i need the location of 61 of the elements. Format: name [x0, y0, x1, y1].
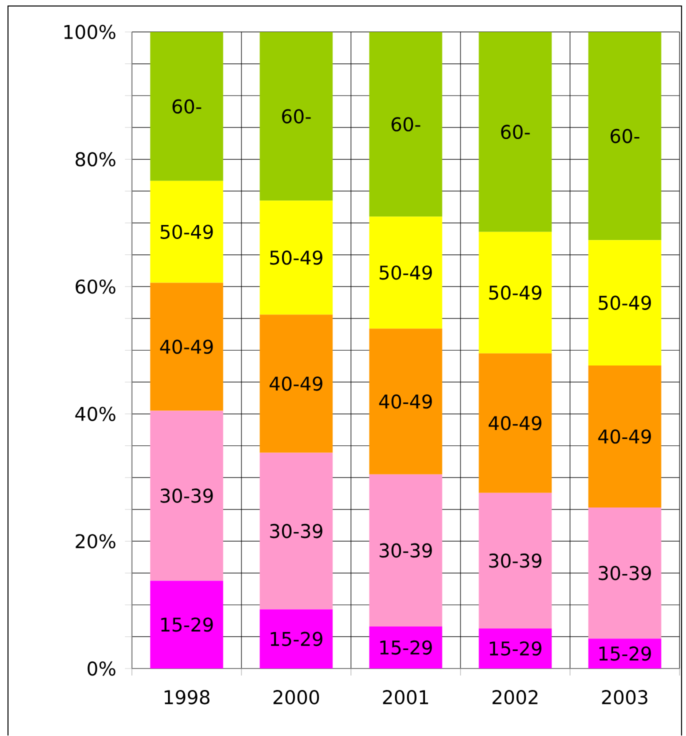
- text: 15-29: [271, 632, 323, 646]
- bar: [479, 353, 552, 493]
- bar: [479, 628, 552, 669]
- text: 30-39: [598, 566, 652, 580]
- bar: [260, 32, 333, 201]
- y-tick-label: 80%: [76, 152, 116, 166]
- x-tick-label: 2001: [383, 690, 428, 704]
- bar: [588, 32, 662, 240]
- bar: [588, 366, 662, 508]
- bar: [260, 314, 333, 453]
- bar: [588, 638, 662, 669]
- bar: [588, 240, 662, 366]
- bar: [588, 507, 662, 639]
- text: 15-29: [490, 641, 542, 656]
- series-label: 40-49: [270, 376, 323, 391]
- y-tick-label: 100%: [64, 24, 116, 40]
- text: 30-39: [270, 524, 323, 538]
- bar: [479, 232, 552, 354]
- bar: [369, 216, 442, 329]
- text: 15-29: [380, 640, 432, 655]
- text: 60-: [610, 128, 640, 144]
- x-tick-label: 2000: [274, 690, 320, 704]
- bar: [150, 580, 224, 669]
- bar: [369, 32, 442, 217]
- text: 30-39: [489, 553, 542, 568]
- bar: [369, 474, 442, 627]
- text: 30-39: [380, 543, 432, 558]
- text: 40-49: [160, 340, 214, 354]
- bar: [150, 180, 224, 283]
- bar: [150, 410, 224, 581]
- y-tick-label: 20%: [76, 534, 116, 548]
- y-tick-label: 40%: [76, 406, 116, 422]
- bar: [369, 626, 442, 669]
- bar: [479, 492, 552, 628]
- series-label: 15-29: [600, 646, 652, 661]
- text: 60-: [501, 124, 530, 140]
- text: 40-49: [379, 394, 432, 409]
- text: 50-49: [489, 285, 542, 300]
- text: 50-49: [598, 296, 652, 310]
- bar: [150, 32, 224, 181]
- y-tick-label: 0%: [88, 661, 116, 676]
- bar: [369, 328, 442, 474]
- bar: [260, 200, 333, 315]
- text: 40-49: [488, 416, 542, 430]
- bar: [150, 282, 224, 411]
- bar: [479, 32, 552, 232]
- text: 15-29: [162, 617, 214, 632]
- text: 60-: [282, 109, 311, 124]
- bar: [260, 609, 333, 669]
- text: 50-49: [380, 265, 432, 280]
- series-label: 30-39: [160, 488, 214, 503]
- y-tick-label: 60%: [76, 279, 116, 294]
- series-label: 60-: [172, 99, 202, 114]
- x-tick-label: 2002: [492, 690, 538, 704]
- text: 50-49: [270, 250, 323, 265]
- text: 40-49: [598, 429, 652, 444]
- series-label: 50-49: [160, 224, 214, 239]
- x-tick-label: 2003: [602, 690, 648, 704]
- bar: [260, 452, 333, 610]
- x-tick-label: 1998: [164, 690, 210, 704]
- text: 60-: [392, 117, 420, 132]
